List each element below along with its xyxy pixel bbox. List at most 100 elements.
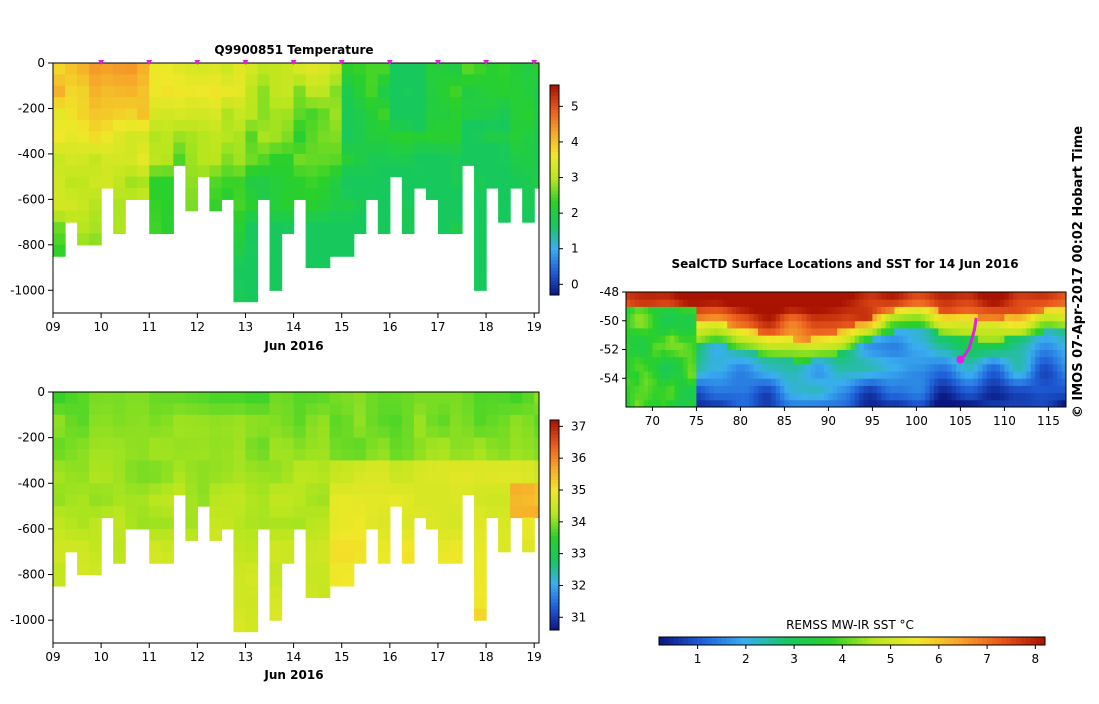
- section-cell: [113, 551, 126, 564]
- sst-cell: [876, 371, 882, 379]
- colorbar-segment: [550, 451, 559, 456]
- sst-cell: [797, 385, 803, 394]
- sst-cell: [797, 356, 803, 365]
- colorbar-segment: [550, 444, 559, 449]
- section-cell: [77, 233, 90, 246]
- section-cell: [89, 108, 102, 121]
- sst-colorbar-segment: [885, 637, 892, 645]
- sst-cell: [824, 327, 829, 336]
- section-cell: [377, 540, 391, 553]
- sst-cell: [1048, 342, 1054, 350]
- sst-cell: [824, 385, 829, 394]
- section-cell: [125, 460, 138, 473]
- sst-cell: [1057, 363, 1063, 372]
- section-cell: [317, 244, 331, 257]
- section-cell: [233, 426, 247, 439]
- section-cell: [305, 131, 319, 144]
- sst-cell: [788, 363, 794, 372]
- section-cell: [317, 85, 331, 98]
- sst-cell: [802, 320, 807, 329]
- section-cell: [329, 222, 343, 235]
- section-cell: [269, 244, 283, 257]
- sst-cell: [771, 335, 777, 343]
- section-cell: [425, 426, 439, 439]
- sst-cell: [969, 327, 975, 336]
- sst-cell: [868, 313, 873, 322]
- section-cell: [209, 165, 223, 178]
- sst-colorbar-segment: [707, 637, 713, 645]
- section-cell: [89, 131, 102, 144]
- sst-cell: [964, 313, 970, 322]
- sst-cell: [1057, 306, 1063, 315]
- sst-cell: [780, 342, 785, 350]
- sst-cell: [991, 371, 997, 379]
- sst-cell: [665, 356, 671, 365]
- longitude-tick-label: 70: [645, 414, 660, 428]
- section-cell: [185, 494, 198, 507]
- sst-cell: [762, 299, 768, 307]
- section-cell: [245, 97, 259, 110]
- section-cell: [113, 176, 126, 189]
- section-cell: [305, 256, 319, 269]
- section-cell: [317, 494, 331, 507]
- sst-colorbar-segment: [692, 637, 699, 645]
- section-cell: [209, 97, 223, 110]
- sst-cell: [824, 292, 829, 300]
- sst-cell: [881, 335, 887, 343]
- section-cell: [341, 551, 355, 564]
- section-cell: [233, 620, 247, 633]
- section-cell: [113, 63, 126, 75]
- section-cell: [221, 426, 235, 439]
- sst-cell: [1013, 299, 1019, 307]
- section-cell: [101, 471, 114, 484]
- sst-cell: [1022, 349, 1027, 358]
- sst-cell: [788, 392, 794, 401]
- section-cell: [365, 153, 379, 166]
- section-cell: [173, 392, 186, 405]
- sst-colorbar-segment: [991, 637, 998, 645]
- sst-cell: [929, 349, 935, 358]
- sst-cell: [951, 292, 957, 300]
- sst-cell: [709, 356, 715, 365]
- sst-cell: [1026, 399, 1032, 407]
- sst-cell: [626, 378, 631, 386]
- section-cell: [89, 188, 102, 200]
- section-cell: [353, 142, 367, 155]
- sst-cell: [661, 399, 667, 407]
- sst-cell: [969, 385, 975, 394]
- sst-cell: [780, 320, 785, 329]
- sst-cell: [793, 320, 799, 329]
- sst-cell: [780, 378, 785, 386]
- sst-cell: [674, 299, 680, 307]
- section-cell: [534, 426, 539, 439]
- sst-cell: [788, 356, 794, 365]
- sst-cell: [1000, 306, 1005, 315]
- sst-cell: [740, 356, 746, 365]
- colorbar-segment: [550, 595, 559, 599]
- sst-cell: [868, 320, 873, 329]
- sst-cell: [718, 378, 724, 386]
- section-cell: [329, 494, 343, 507]
- sst-cell: [929, 306, 935, 315]
- sst-cell: [810, 392, 816, 401]
- sst-cell: [661, 342, 667, 350]
- section-cell: [113, 506, 126, 519]
- sst-cell: [1039, 342, 1045, 350]
- section-cell: [437, 449, 451, 462]
- sst-cell: [925, 335, 931, 343]
- section-cell: [77, 165, 90, 178]
- sst-cell: [854, 327, 860, 336]
- section-cell: [498, 449, 511, 462]
- section-cell: [245, 528, 259, 541]
- sst-cell: [973, 306, 979, 315]
- section-cell: [269, 85, 283, 98]
- sst-cell: [670, 342, 675, 350]
- sst-cell: [995, 313, 1001, 322]
- sst-cell: [907, 327, 913, 336]
- sst-cell: [912, 299, 917, 307]
- colorbar-segment: [550, 539, 559, 543]
- section-cell: [161, 494, 174, 507]
- section-cell: [293, 506, 307, 519]
- sst-cell: [1000, 363, 1005, 372]
- sst-colorbar-tick-label: 1: [694, 652, 702, 666]
